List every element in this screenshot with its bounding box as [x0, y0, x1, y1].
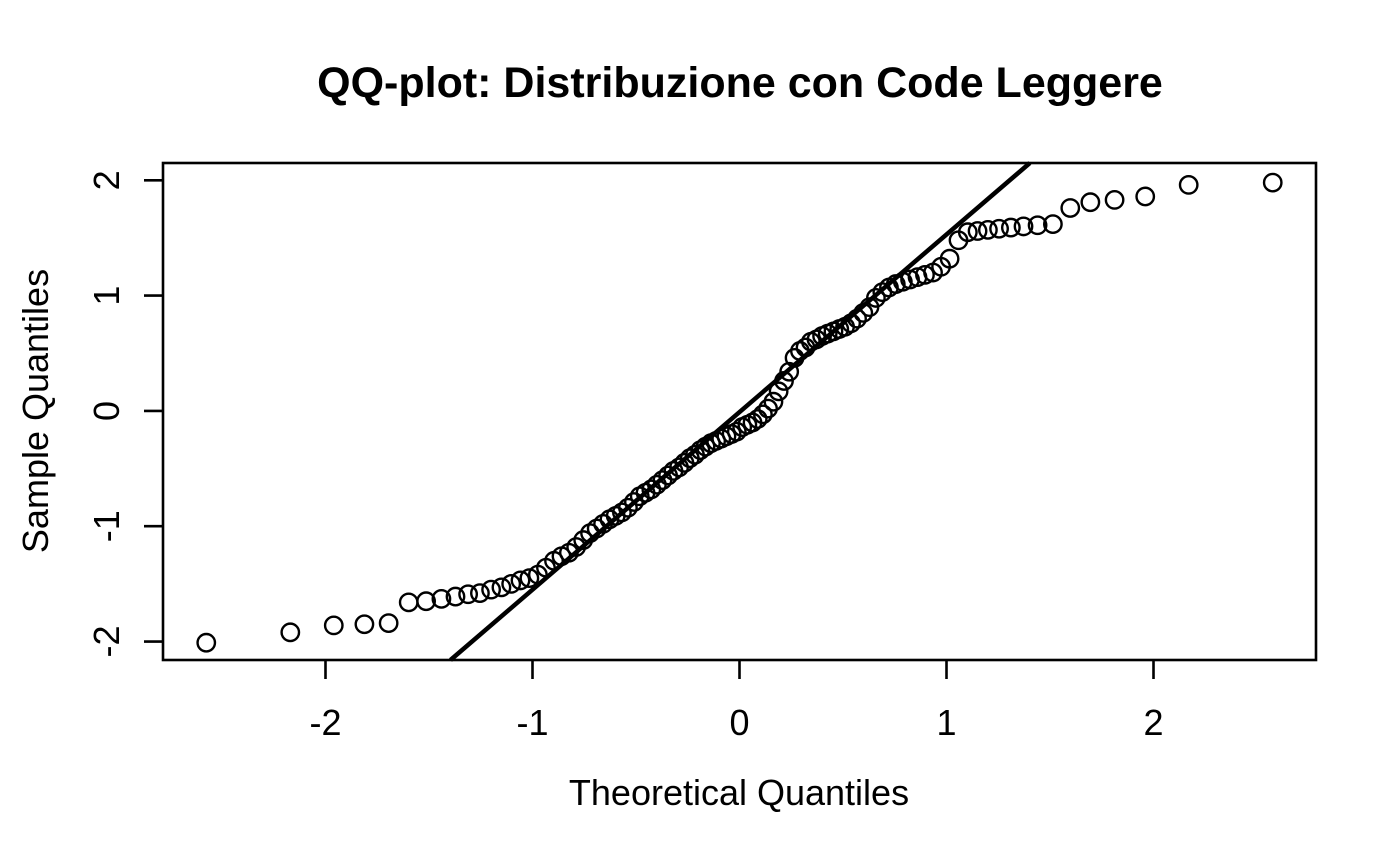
x-axis-tick-label: 2 [1143, 702, 1163, 743]
qq-point [1135, 186, 1156, 207]
qq-point [1060, 198, 1081, 218]
qq-point [431, 588, 452, 609]
x-axis-tick-label: 1 [936, 702, 956, 743]
reference-line-layer [449, 161, 1032, 662]
qq-point [1043, 214, 1063, 235]
qq-point [726, 421, 747, 442]
qq-point [458, 584, 479, 605]
qq-point [747, 409, 768, 429]
qq-point [280, 622, 301, 643]
qq-point [501, 573, 522, 594]
qq-point [866, 288, 886, 308]
qq-point [1178, 175, 1199, 195]
y-axis-tick-label: -2 [86, 626, 127, 658]
qq-point [690, 440, 711, 461]
chart-title: QQ-plot: Distribuzione con Code Leggere [317, 59, 1163, 107]
qq-point [470, 583, 490, 604]
qq-point [398, 592, 419, 613]
x-axis-tick-label: -1 [516, 702, 548, 743]
qq-point [416, 591, 436, 612]
y-axis-tick-label: 1 [86, 286, 127, 306]
qq-point [752, 404, 773, 425]
qq-point [841, 313, 861, 334]
qq-point [510, 570, 531, 591]
qq-point [768, 381, 789, 402]
qq-point [196, 632, 217, 653]
x-axis-tick-label: 0 [729, 702, 749, 743]
qq-point [853, 303, 874, 323]
qq-point [1262, 172, 1283, 193]
y-axis-tick-label: -1 [86, 510, 127, 542]
y-axis-label: Sample Quantiles [15, 269, 56, 553]
qq-point [445, 586, 466, 607]
axis-ticks-layer: -2 -1 0 1 2 -2 -1 0 1 2 [86, 170, 1164, 743]
qq-point [1027, 215, 1048, 236]
qq-point [378, 613, 399, 633]
qq-point [847, 308, 867, 329]
qq-point [967, 221, 988, 241]
qq-point [1104, 190, 1125, 210]
qq-point [989, 218, 1009, 239]
y-axis-tick-label: 0 [86, 401, 127, 421]
qq-point [323, 615, 344, 636]
qq-point [779, 361, 800, 382]
qq-point [566, 537, 587, 557]
qq-point [573, 530, 594, 550]
x-axis-label: Theoretical Quantiles [569, 772, 909, 813]
qq-point [939, 248, 960, 269]
qq-point [612, 502, 632, 523]
qq-point [978, 219, 998, 240]
x-axis-tick-label: -2 [309, 702, 341, 743]
qq-point [763, 391, 784, 412]
data-points-layer [196, 172, 1283, 653]
qq-point [519, 568, 540, 589]
qq-point [1013, 216, 1034, 237]
qq-point [915, 264, 935, 285]
qq-point [491, 577, 512, 598]
qq-point [1000, 217, 1021, 238]
qq-point [1080, 192, 1101, 213]
qq-point [957, 222, 978, 243]
y-axis-tick-label: 2 [86, 170, 127, 190]
qq-point [354, 614, 375, 635]
qq-point [618, 497, 638, 518]
qq-reference-line [449, 161, 1032, 662]
qq-point [481, 579, 501, 600]
